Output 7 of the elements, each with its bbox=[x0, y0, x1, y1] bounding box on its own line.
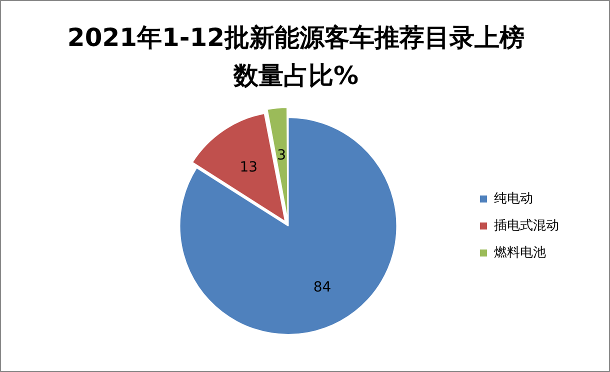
legend-label: 纯电动 bbox=[494, 191, 533, 206]
chart-title: 2021年1-12批新能源客车推荐目录上榜数量占比% bbox=[66, 22, 526, 92]
data-label: 3 bbox=[277, 147, 286, 164]
data-label: 13 bbox=[240, 159, 258, 176]
data-label: 84 bbox=[313, 279, 332, 296]
legend-label: 插电式混动 bbox=[494, 218, 559, 234]
legend-label: 燃料电池 bbox=[494, 245, 546, 260]
